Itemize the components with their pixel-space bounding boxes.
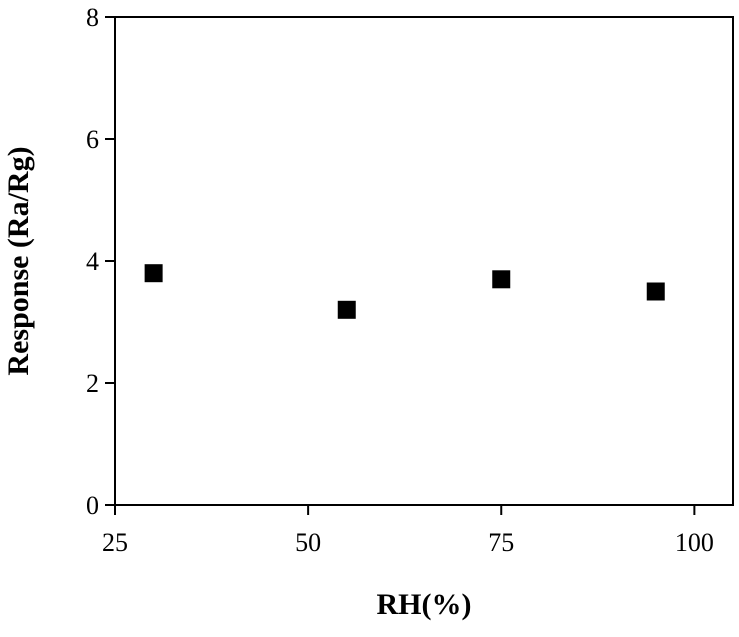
y-axis-title: Response (Ra/Rg) [2,146,35,375]
y-tick-label: 6 [86,125,99,154]
y-tick-label: 0 [86,491,99,520]
x-tick-label: 50 [295,528,321,557]
marker [144,264,163,283]
x-axis-title: RH(%) [377,588,472,621]
x-tick-label: 100 [675,528,714,557]
marker [492,270,511,289]
plot-frame [114,16,734,506]
marker [646,282,665,301]
x-tick-label: 75 [488,528,514,557]
x-tick-label: 25 [102,528,128,557]
marker [337,300,356,319]
y-tick-label: 2 [86,369,99,398]
y-tick-label: 4 [86,247,99,276]
y-tick-label: 8 [86,3,99,32]
